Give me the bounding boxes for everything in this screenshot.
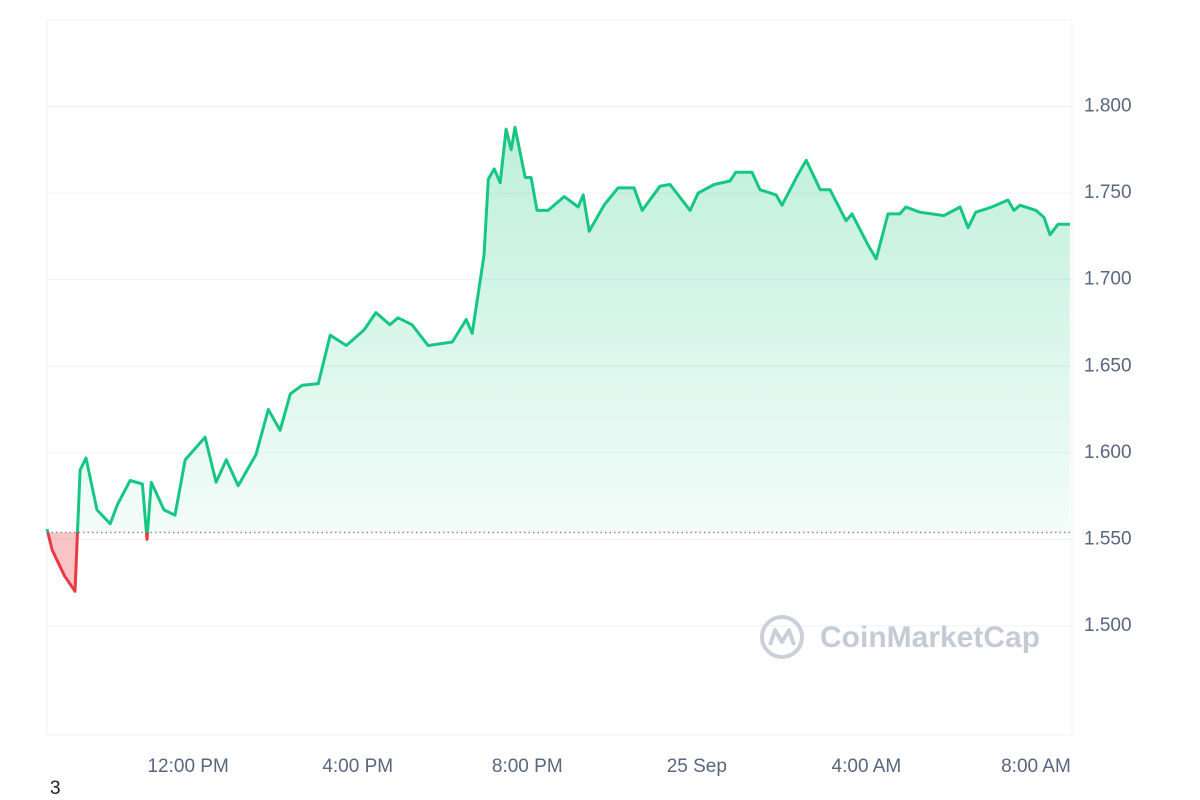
plot-frame (46, 19, 1073, 736)
y-tick-label: 1.650 (1084, 355, 1132, 376)
y-tick-label: 1.800 (1084, 96, 1132, 117)
y-tick-label: 1.750 (1084, 182, 1132, 203)
x-tick-label: 4:00 AM (832, 756, 902, 777)
y-tick-label: 1.600 (1084, 442, 1132, 463)
price-line (45, 125, 1070, 593)
y-tick-label: 1.500 (1084, 615, 1132, 636)
x-tick-label: 8:00 PM (492, 756, 563, 777)
watermark-logo (760, 615, 804, 659)
footnote: 3 (50, 778, 61, 799)
y-tick-label: 1.700 (1084, 269, 1132, 290)
x-tick-label: 12:00 PM (147, 756, 228, 777)
price-area (47, 127, 1070, 592)
y-tick-label: 1.550 (1084, 528, 1132, 549)
x-tick-label: 8:00 AM (1001, 756, 1071, 777)
x-tick-label: 25 Sep (667, 756, 727, 777)
watermark: CoinMarketCap (820, 621, 1040, 654)
x-tick-label: 4:00 PM (322, 756, 393, 777)
